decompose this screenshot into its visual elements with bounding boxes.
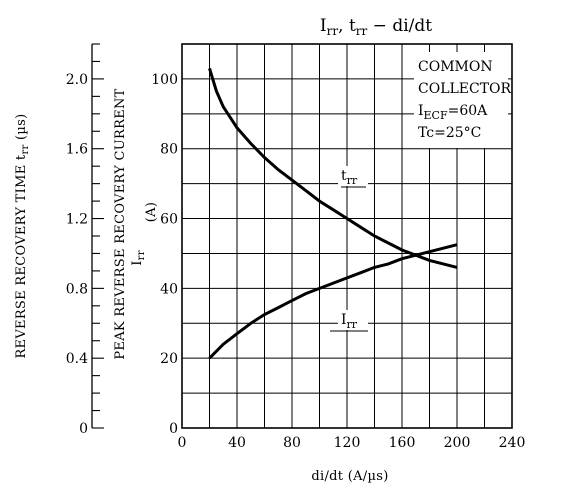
trr-tick-label: 1.6 [66,142,88,158]
x-tick-label: 200 [444,435,471,451]
trr-axis-label: REVERSE RECOVERY TIME trr (µs) [14,113,31,358]
trr-tick-label: 0.8 [66,281,88,297]
svg-text:Irr: Irr [341,312,358,331]
trr-tick-label: 0.4 [66,351,88,367]
irr-tick-label: 100 [151,72,178,88]
annotation-line2: COLLECTOR [418,81,512,97]
chart-title: Irr, trr − di/dt [320,16,432,38]
trr-tick-label: 1.2 [66,212,88,228]
svg-text:trr: trr [341,168,358,187]
irr-tick-label: 40 [160,281,178,297]
x-tick-label: 80 [283,435,301,451]
x-tick-label: 160 [389,435,416,451]
annotation-line1: COMMON [418,59,493,75]
trr-tick-label: 0 [79,421,88,437]
x-tick-label: 240 [499,435,526,451]
irr-curve [208,243,458,360]
irr-series-label: Irr [330,310,368,332]
annotation-line3: IECF=60A [418,103,488,122]
annotation: COMMON COLLECTOR IECF=60A Tc=25°C [418,59,512,141]
x-tick-label: 120 [334,435,361,451]
annotation-line4: Tc=25°C [418,125,481,141]
plot-frame [181,43,513,429]
annotation-box [414,52,508,148]
trr-series-label: trr [338,166,368,188]
x-tick-label: 40 [228,435,246,451]
irr-tick-label: 80 [160,142,178,158]
trr-axis-ticks: 0 0.4 0.8 1.2 1.6 2.0 [66,43,104,437]
trr-tick-label: 2.0 [66,72,88,88]
irr-axis-label: PEAK REVERSE RECOVERY CURRENT [113,88,128,359]
irr-tick-label: 0 [169,421,178,437]
irr-axis-unit: (A) [144,202,159,222]
x-axis-ticks: 0 20 40 60 80 100 0 40 80 120 160 200 240 [151,72,525,451]
irr-tick-label: 60 [160,212,178,228]
irr-axis-symbol: Irr [130,250,147,266]
irr-tick-label: 20 [160,351,178,367]
x-axis-label: di/dt (A/µs) [311,469,388,484]
x-tick-label: 0 [178,435,187,451]
